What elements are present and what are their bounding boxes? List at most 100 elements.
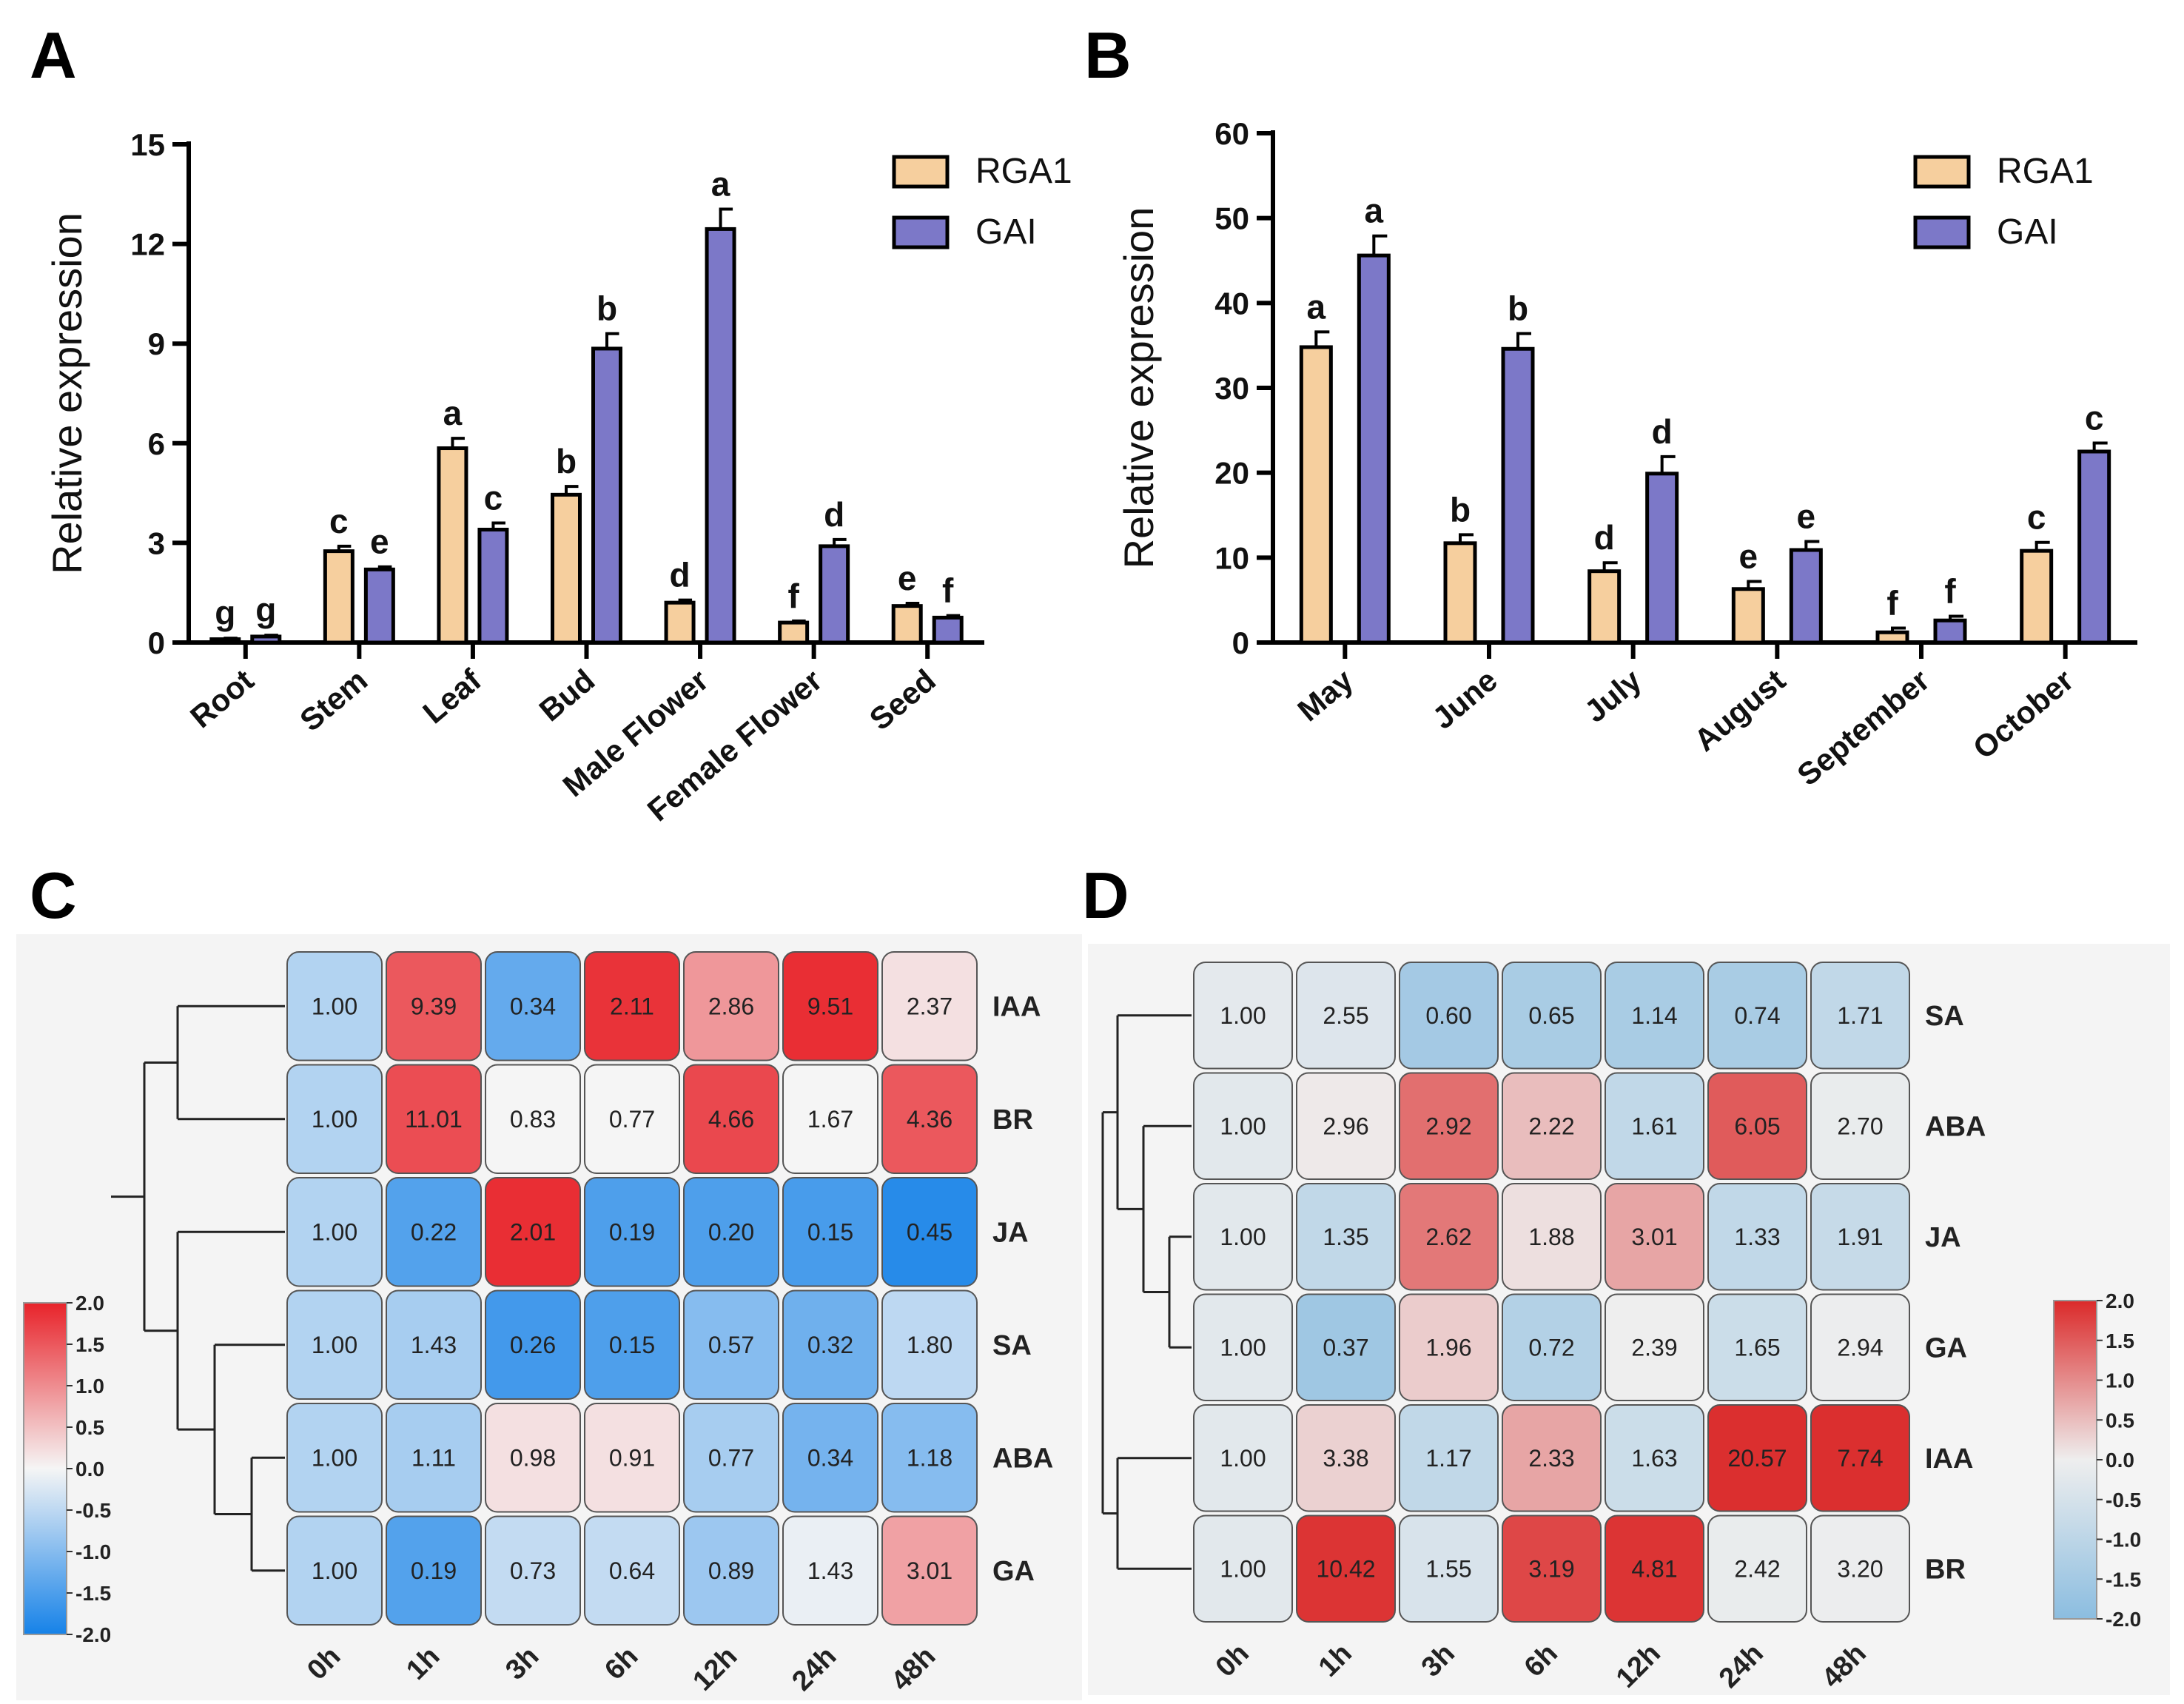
cell-value: 11.01 — [405, 1106, 463, 1133]
row-label: ABA — [992, 1443, 1053, 1474]
y-tick-label: 15 — [130, 127, 165, 162]
category-label: Stem — [293, 663, 374, 738]
y-tick-label: 20 — [1214, 456, 1249, 491]
cell-value: 1.00 — [1220, 1224, 1266, 1250]
y-tick-label: 50 — [1214, 201, 1249, 236]
legend-label: GAI — [1997, 212, 2058, 252]
heatmap-cell — [683, 1403, 779, 1513]
significance-letter: a — [443, 394, 463, 432]
heatmap-cell — [1707, 1515, 1807, 1623]
heatmap-cell — [683, 1515, 779, 1626]
cell-value: 0.15 — [609, 1332, 655, 1358]
heatmap-cell — [286, 1403, 383, 1513]
row-label: SA — [1925, 1001, 1964, 1032]
heatmap-cell — [683, 1177, 779, 1287]
cell-value: 2.86 — [708, 993, 754, 1019]
category-label: June — [1425, 663, 1503, 736]
cell-value: 20.57 — [1727, 1445, 1787, 1472]
cell-value: 2.11 — [610, 993, 654, 1019]
cell-value: 2.94 — [1837, 1334, 1883, 1361]
cell-value: 3.38 — [1323, 1445, 1368, 1472]
bar-gai — [2077, 449, 2111, 645]
heatmap-cell — [1605, 1404, 1704, 1512]
bar-gai — [1645, 472, 1679, 645]
category-label: Seed — [863, 663, 942, 737]
cell-value: 9.39 — [411, 993, 457, 1019]
cell-value: 1.00 — [312, 1444, 357, 1471]
category-label: October — [1966, 663, 2080, 766]
y-tick-label: 10 — [1214, 540, 1249, 575]
cell-value: 0.15 — [807, 1218, 853, 1245]
colorbar-tick-label: -1.5 — [2106, 1568, 2141, 1591]
heatmap-cell — [881, 1289, 978, 1400]
heatmap-d: SA 1.00 2.55 0.60 0.65 1.14 0.74 1.71 ABA 1.00 2.9… — [1101, 962, 2141, 1694]
cell-value: 1.61 — [1631, 1113, 1677, 1139]
cell-value: 1.88 — [1528, 1224, 1574, 1250]
cell-value: 0.77 — [609, 1106, 655, 1133]
heatmap-cell — [683, 1289, 779, 1400]
heatmap-cell — [386, 1289, 482, 1400]
category-label: Root — [184, 663, 260, 734]
cell-value: 1.14 — [1631, 1002, 1677, 1029]
heatmap-cell — [1296, 962, 1396, 1070]
heatmap-cell — [485, 1064, 581, 1174]
legend-swatch-gai — [892, 215, 950, 249]
heatmap-cell — [584, 1515, 680, 1626]
heatmap-cell — [386, 1177, 482, 1287]
cell-value: 1.00 — [312, 1557, 357, 1584]
panel-letter-d: D — [1082, 859, 1129, 932]
bar-gai — [1501, 346, 1535, 645]
cell-value: 0.60 — [1425, 1002, 1471, 1029]
significance-letter: f — [1886, 584, 1898, 623]
cell-value: 0.37 — [1323, 1334, 1368, 1361]
cell-value: 7.74 — [1837, 1445, 1883, 1472]
cell-value: 4.36 — [907, 1106, 952, 1133]
heatmap-cell — [1707, 1072, 1807, 1180]
heatmap-cell — [1810, 1183, 1910, 1291]
heatmap-cell — [881, 1515, 978, 1626]
cell-value: 1.00 — [1220, 1445, 1266, 1472]
category-label: Leaf — [416, 662, 488, 730]
cell-value: 0.98 — [510, 1444, 556, 1471]
cell-value: 1.33 — [1734, 1224, 1780, 1250]
significance-letter: c — [484, 478, 503, 517]
cell-value: 1.35 — [1323, 1224, 1368, 1250]
significance-letter: a — [1365, 192, 1384, 230]
cell-value: 1.00 — [312, 1218, 357, 1245]
cell-value: 2.70 — [1837, 1113, 1883, 1139]
heatmap-cell — [1399, 962, 1499, 1070]
colorbar-tick-label: 1.0 — [75, 1375, 104, 1398]
row-label: GA — [1925, 1332, 1967, 1363]
bar-rga1 — [209, 637, 241, 645]
colorbar-tick-label: -1.5 — [75, 1582, 111, 1605]
bar-rga1 — [1731, 587, 1765, 645]
heatmap-cell — [881, 951, 978, 1061]
heatmap-cell — [584, 951, 680, 1061]
heatmap-cell — [286, 1064, 383, 1174]
heatmap-cell — [485, 951, 581, 1061]
row-label: BR — [992, 1104, 1033, 1136]
heatmap-cell — [782, 1177, 878, 1287]
cell-value: 0.22 — [411, 1218, 457, 1245]
significance-letter: g — [215, 594, 235, 632]
cell-value: 0.34 — [807, 1444, 853, 1471]
y-tick-label: 40 — [1214, 286, 1249, 321]
cell-value: 1.91 — [1837, 1224, 1883, 1250]
heatmap-cell — [1502, 1183, 1602, 1291]
colorbar-tick-label: -2.0 — [2106, 1608, 2141, 1631]
cell-value: 0.89 — [708, 1557, 754, 1584]
significance-letter: f — [1944, 571, 1956, 610]
y-tick-label: 3 — [148, 526, 165, 560]
y-tick-label: 9 — [148, 326, 165, 361]
heatmap-cell — [286, 1515, 383, 1626]
cell-value: 1.00 — [312, 993, 357, 1019]
cell-value: 0.20 — [708, 1218, 754, 1245]
legend-swatch-rga1 — [892, 155, 950, 189]
bar-rga1 — [437, 446, 468, 645]
heatmap-cell — [1810, 1072, 1910, 1180]
heatmap-cell — [1296, 1515, 1396, 1623]
heatmap-cell — [1296, 1293, 1396, 1401]
colorbar-tick-label: 0.0 — [75, 1458, 104, 1480]
category-label: May — [1291, 662, 1360, 728]
